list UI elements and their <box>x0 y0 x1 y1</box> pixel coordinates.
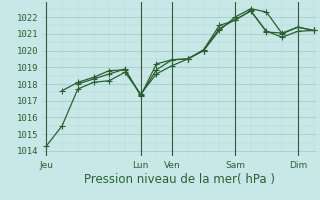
X-axis label: Pression niveau de la mer( hPa ): Pression niveau de la mer( hPa ) <box>84 173 276 186</box>
